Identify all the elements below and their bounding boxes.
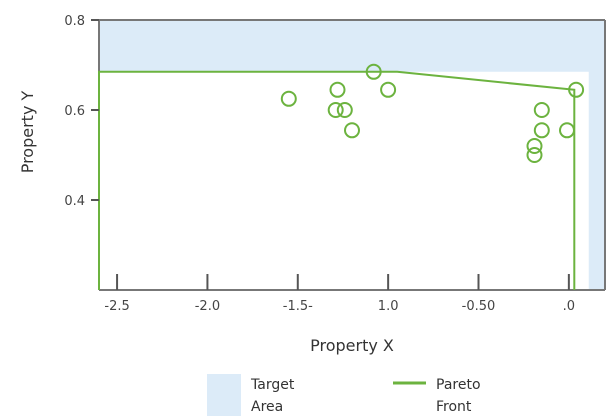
- data-point: [526, 138, 543, 154]
- x-tick-label: -2.5: [104, 299, 129, 314]
- y-tick-label: 0.8: [64, 14, 85, 29]
- x-tick-label: -0.50: [462, 299, 496, 314]
- y-axis: 0.8 0.6 0.4: [64, 14, 99, 209]
- legend-target-area-label: Area: [251, 399, 283, 415]
- data-point: [568, 81, 585, 98]
- data-point: [533, 102, 550, 118]
- data-point: [344, 122, 360, 139]
- y-tick-label: 0.6: [64, 104, 85, 119]
- legend-target-area-swatch: [207, 374, 241, 416]
- data-point: [329, 81, 346, 98]
- x-tick-label: 1.0: [378, 299, 399, 314]
- pareto-front-line: [98, 70, 576, 290]
- x-tick-label: .0: [563, 299, 575, 314]
- x-tick-label: -2.0: [195, 299, 220, 314]
- data-point: [280, 90, 297, 107]
- data-point: [533, 122, 550, 139]
- legend: Target Area Pareto Front: [207, 374, 481, 416]
- legend-pareto-front-label: Pareto: [436, 377, 481, 393]
- x-axis: -2.5 -2.0 -1.5- 1.0 -0.50 .0: [104, 274, 575, 314]
- plot-area: [98, 19, 606, 291]
- legend-target-area-label: Target: [250, 377, 295, 393]
- data-point: [559, 122, 575, 139]
- y-axis-title: Property Y: [18, 90, 37, 173]
- x-tick-label: -1.5-: [283, 299, 313, 314]
- data-point: [526, 147, 543, 163]
- data-point: [336, 102, 353, 118]
- x-axis-title: Property X: [310, 336, 394, 355]
- data-point: [327, 102, 344, 118]
- y-tick-label: 0.4: [64, 194, 85, 209]
- data-point: [380, 81, 397, 98]
- legend-pareto-front-label: Front: [436, 399, 472, 415]
- target-area: [99, 20, 605, 290]
- data-point: [365, 63, 382, 80]
